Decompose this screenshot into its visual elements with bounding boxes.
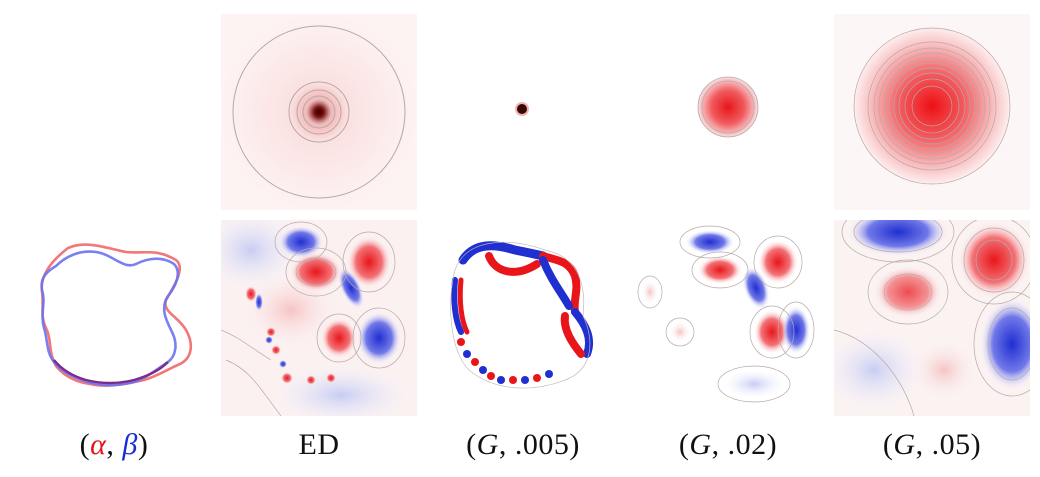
kernel-g05-blob bbox=[854, 28, 1010, 184]
field-g005-panel bbox=[425, 220, 621, 416]
g005-blue-ring-top bbox=[458, 241, 548, 265]
kernel-ed-contours bbox=[232, 25, 406, 199]
caption-g05: (G, .05) bbox=[882, 428, 982, 461]
curves-panel bbox=[16, 220, 212, 416]
kernel-g02-blob bbox=[698, 77, 758, 137]
kernel-g05-panel bbox=[834, 14, 1030, 210]
kernel-g02-panel bbox=[630, 14, 826, 210]
g05-red-top bbox=[958, 222, 1030, 298]
field-ed-panel bbox=[221, 220, 417, 416]
ed-blue-blob bbox=[279, 226, 323, 258]
kernel-g005-panel bbox=[425, 14, 621, 210]
caption-g005: (G, .005) bbox=[466, 428, 580, 461]
caption-ed: ED bbox=[298, 428, 340, 461]
beta-symbol: β bbox=[122, 428, 138, 461]
beta-curve bbox=[40, 250, 180, 387]
empty-panel bbox=[16, 14, 212, 210]
caption-alpha-beta: (α, β) bbox=[79, 428, 149, 461]
caption-g02: (G, .02) bbox=[678, 428, 778, 461]
alpha-curve bbox=[40, 243, 193, 387]
g05-blue-right bbox=[980, 298, 1030, 390]
g005-red-ring-top bbox=[485, 252, 541, 276]
kernel-ed-panel bbox=[221, 14, 417, 210]
g02-red-blob bbox=[698, 256, 742, 284]
field-g02-panel bbox=[630, 220, 826, 416]
kernel-ed-field bbox=[221, 14, 417, 210]
g05-blue-top bbox=[848, 220, 948, 256]
alpha-symbol: α bbox=[90, 428, 107, 461]
field-g05-panel bbox=[834, 220, 1030, 416]
g02-blue-blob bbox=[686, 230, 734, 254]
kernel-g005-peak bbox=[517, 104, 527, 114]
g005-beads bbox=[457, 338, 553, 384]
